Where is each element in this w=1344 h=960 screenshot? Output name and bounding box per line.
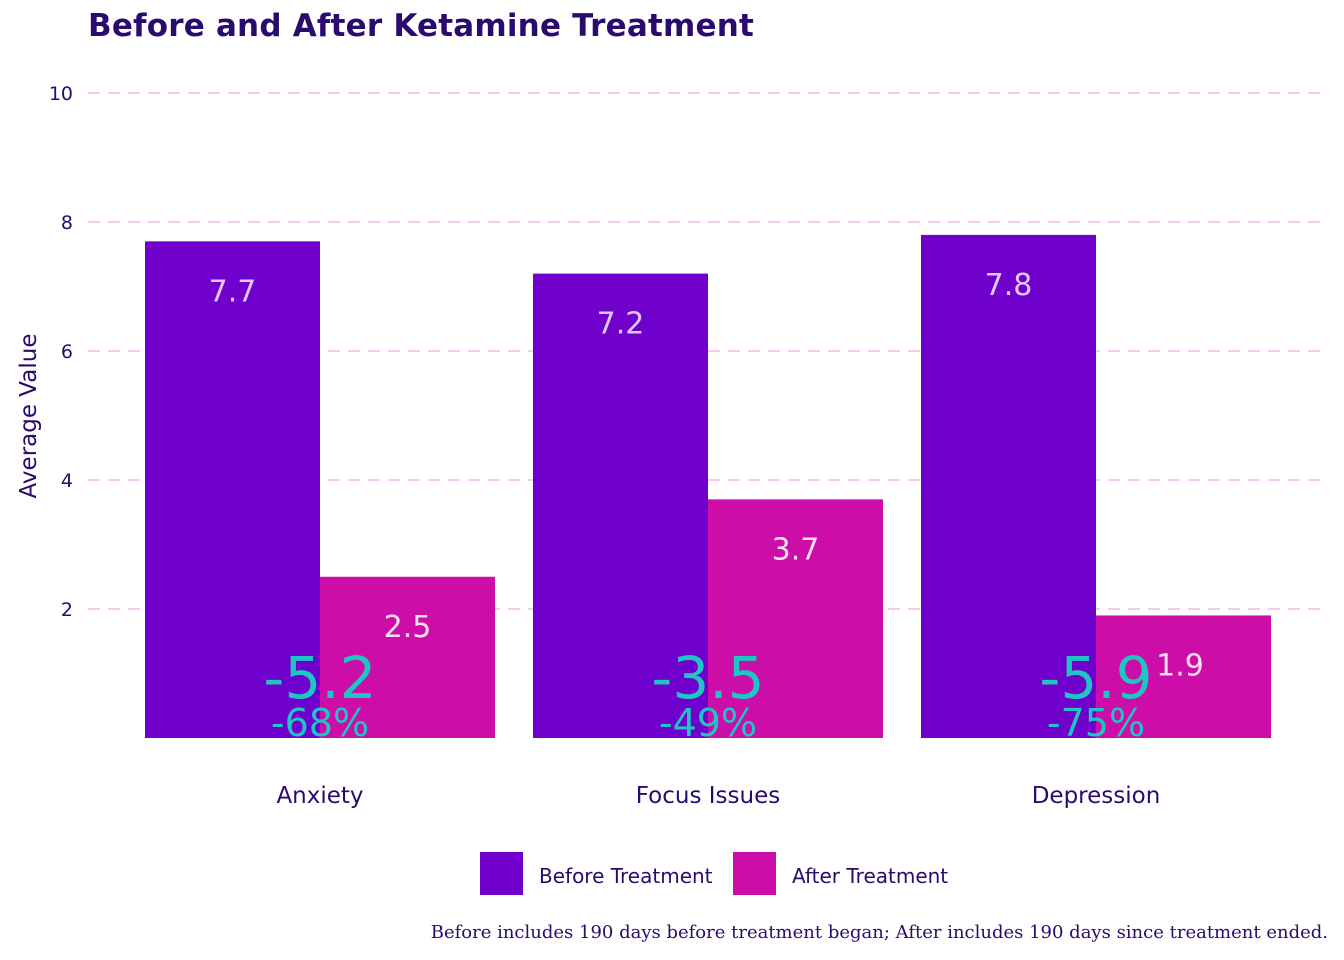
x-tick-label: Focus Issues (636, 783, 780, 809)
legend-label: Before Treatment (539, 864, 713, 888)
legend-swatch (733, 852, 776, 895)
percent-annotation: -49% (659, 701, 757, 745)
bar-value-label: 3.7 (772, 532, 820, 567)
bar-value-label: 7.8 (985, 268, 1033, 303)
bar-after (320, 576, 495, 738)
change-annotation: -5.9 (1039, 644, 1152, 712)
y-tick-label: 6 (61, 341, 73, 363)
bar-after (1096, 615, 1271, 738)
y-axis-label: Average Value (16, 334, 42, 499)
bar-before (921, 234, 1096, 738)
percent-annotation: -75% (1047, 701, 1145, 745)
chart-title: Before and After Ketamine Treatment (88, 8, 754, 44)
bar-value-label: 7.2 (597, 307, 645, 342)
y-tick-label: 4 (61, 470, 73, 492)
bar-value-label: 7.7 (209, 274, 257, 309)
bar-after (708, 499, 883, 738)
y-tick-label: 10 (49, 83, 73, 105)
x-tick-label: Anxiety (276, 783, 363, 809)
bar-before (533, 273, 708, 738)
bar-value-label: 1.9 (1156, 648, 1204, 683)
bar-before (145, 241, 320, 738)
change-annotation: -3.5 (651, 644, 764, 712)
legend-swatch (480, 852, 523, 895)
y-tick-label: 2 (61, 599, 73, 621)
change-annotation: -5.2 (263, 644, 376, 712)
chart-caption: Before includes 190 days before treatmen… (430, 922, 1328, 943)
legend-label: After Treatment (792, 864, 948, 888)
percent-annotation: -68% (271, 701, 369, 745)
x-tick-label: Depression (1032, 783, 1161, 809)
bar-value-label: 2.5 (384, 610, 432, 645)
y-tick-label: 8 (61, 212, 73, 234)
